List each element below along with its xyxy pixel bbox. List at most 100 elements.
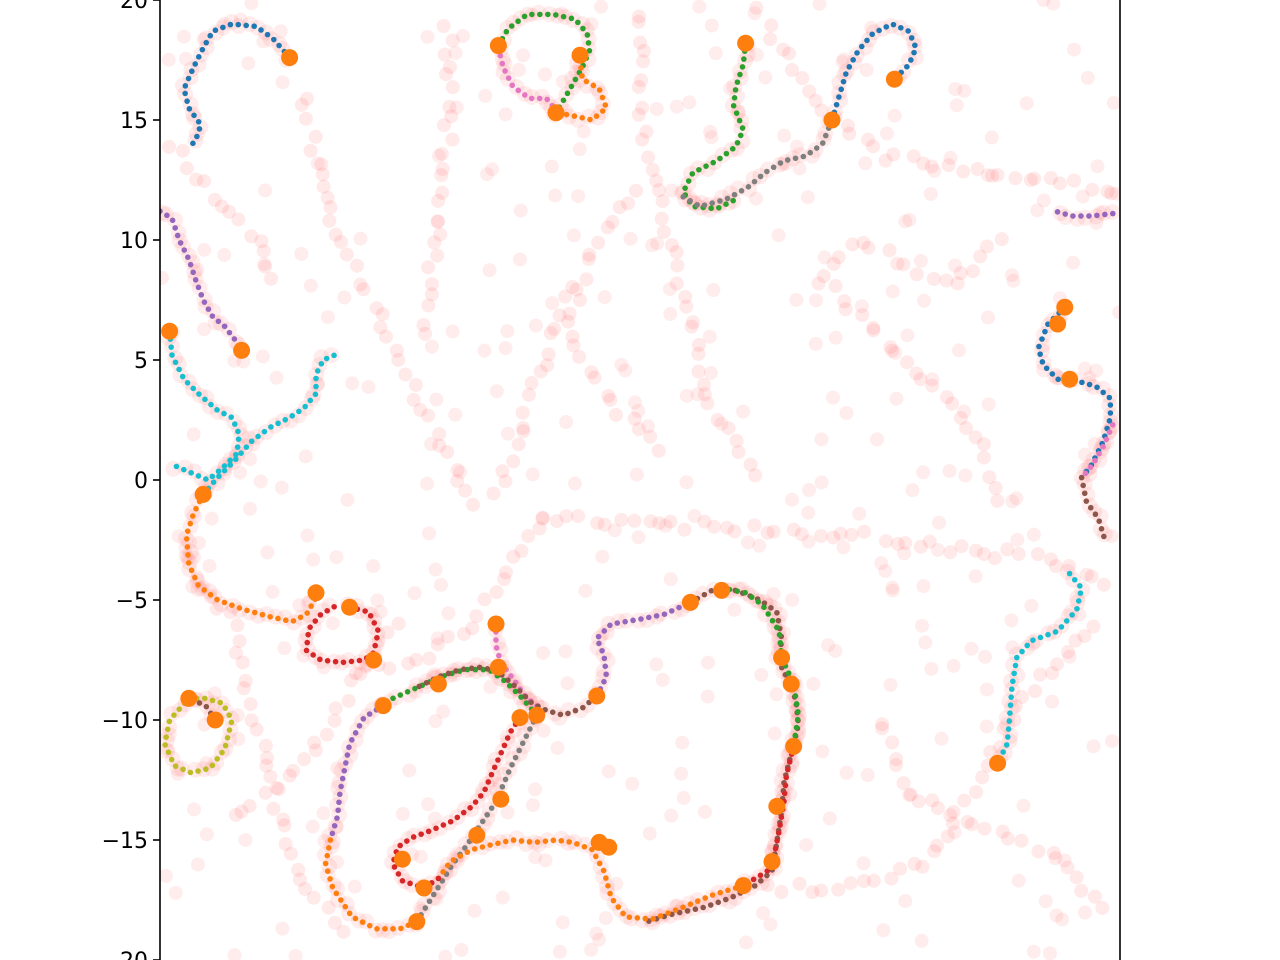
background-trail-point (700, 689, 715, 704)
background-trail-point (197, 242, 212, 257)
background-trail-point (915, 859, 930, 874)
track-point (327, 837, 334, 843)
background-trail-point (299, 91, 314, 106)
background-trail-point (525, 467, 540, 482)
background-trail-point (202, 558, 217, 573)
track-point (282, 416, 289, 423)
background-trail-point (960, 814, 975, 829)
track-point (275, 420, 281, 427)
background-trail-point (236, 681, 251, 696)
background-trail-point (432, 427, 447, 442)
background-trail-point (982, 470, 997, 485)
track-point (195, 582, 201, 588)
background-trail-point (1077, 905, 1092, 920)
background-trail-point (275, 921, 290, 936)
background-trail-point (288, 948, 303, 960)
track-point (603, 671, 609, 678)
track-point (304, 639, 311, 646)
track-point (757, 173, 764, 180)
track-point (207, 32, 214, 39)
background-trail-point (1066, 255, 1081, 270)
track-point (214, 596, 220, 603)
track-point (1054, 209, 1061, 215)
background-trail-point (298, 449, 313, 464)
background-trail-point (1082, 370, 1097, 385)
track-point (426, 898, 433, 905)
background-trail-point (964, 641, 979, 656)
track-point (545, 11, 551, 18)
background-trail-point (572, 349, 587, 364)
background-trail-point (1005, 640, 1020, 655)
background-trail-point (321, 900, 336, 915)
background-trail-point (1060, 860, 1075, 875)
background-trail-point (259, 750, 274, 765)
track-point (397, 842, 403, 849)
track-point (516, 688, 523, 694)
background-trail-point (320, 190, 335, 205)
background-trail-point (165, 460, 182, 477)
track-point (717, 198, 723, 204)
endpoint-marker (734, 877, 752, 895)
background-trail-point (930, 801, 945, 816)
background-trail-point (702, 329, 717, 344)
background-trail-point (1062, 649, 1077, 664)
track-point (235, 428, 241, 435)
background-trail-point (1011, 547, 1026, 562)
track-point (680, 904, 686, 911)
background-trail-point (1057, 853, 1072, 868)
background-trail-point (612, 200, 627, 215)
background-trail-point (370, 593, 385, 608)
background-trail-point (589, 926, 604, 941)
background-trail-point (448, 407, 463, 422)
background-trail-point (979, 719, 994, 734)
track-point (326, 845, 332, 851)
background-trail-point (537, 67, 552, 82)
track-point (460, 666, 467, 672)
track-point (684, 908, 691, 914)
background-trail-point (524, 375, 539, 390)
track-point (755, 599, 762, 605)
track-point (185, 552, 191, 558)
background-trail-point (685, 315, 700, 330)
background-trail-point (749, 0, 764, 15)
track-point (792, 732, 799, 739)
track-point (339, 775, 346, 782)
track-point (785, 670, 792, 676)
y-tick-label: −10 (102, 709, 148, 734)
background-trail-point (684, 319, 699, 334)
track-point (739, 64, 746, 70)
endpoint-marker (408, 913, 426, 931)
track-point (196, 700, 203, 706)
endpoint-marker (487, 615, 505, 633)
background-trail-point (958, 468, 973, 483)
background-trail-point (409, 652, 424, 667)
background-trail-point (579, 77, 596, 94)
track-point (453, 668, 459, 674)
background-trail-point (913, 539, 928, 554)
background-trail-point (700, 396, 715, 411)
background-trail-point (784, 492, 799, 507)
track-point (171, 712, 177, 718)
background-trail-point (811, 276, 826, 291)
track-point (702, 895, 709, 901)
track-point (1075, 598, 1082, 604)
endpoint-marker (782, 675, 800, 693)
background-trail-point (945, 816, 960, 831)
background-trail-point (953, 266, 968, 281)
background-trail-point (504, 750, 521, 767)
background-trail-point (420, 29, 435, 44)
background-trail-point (1010, 532, 1025, 547)
background-trail-point (1045, 666, 1060, 681)
background-trail-point (540, 358, 555, 373)
track-point (190, 385, 197, 392)
background-trail-point (645, 238, 660, 253)
background-trail-point (320, 310, 335, 325)
background-trail-point (874, 721, 889, 736)
background-trail-point (831, 882, 846, 897)
background-trail-point (303, 278, 318, 293)
endpoint-marker (590, 833, 608, 851)
background-trail-point (763, 597, 778, 612)
background-trail-point (635, 100, 650, 115)
endpoint-marker (393, 850, 411, 868)
track-point (168, 344, 174, 350)
